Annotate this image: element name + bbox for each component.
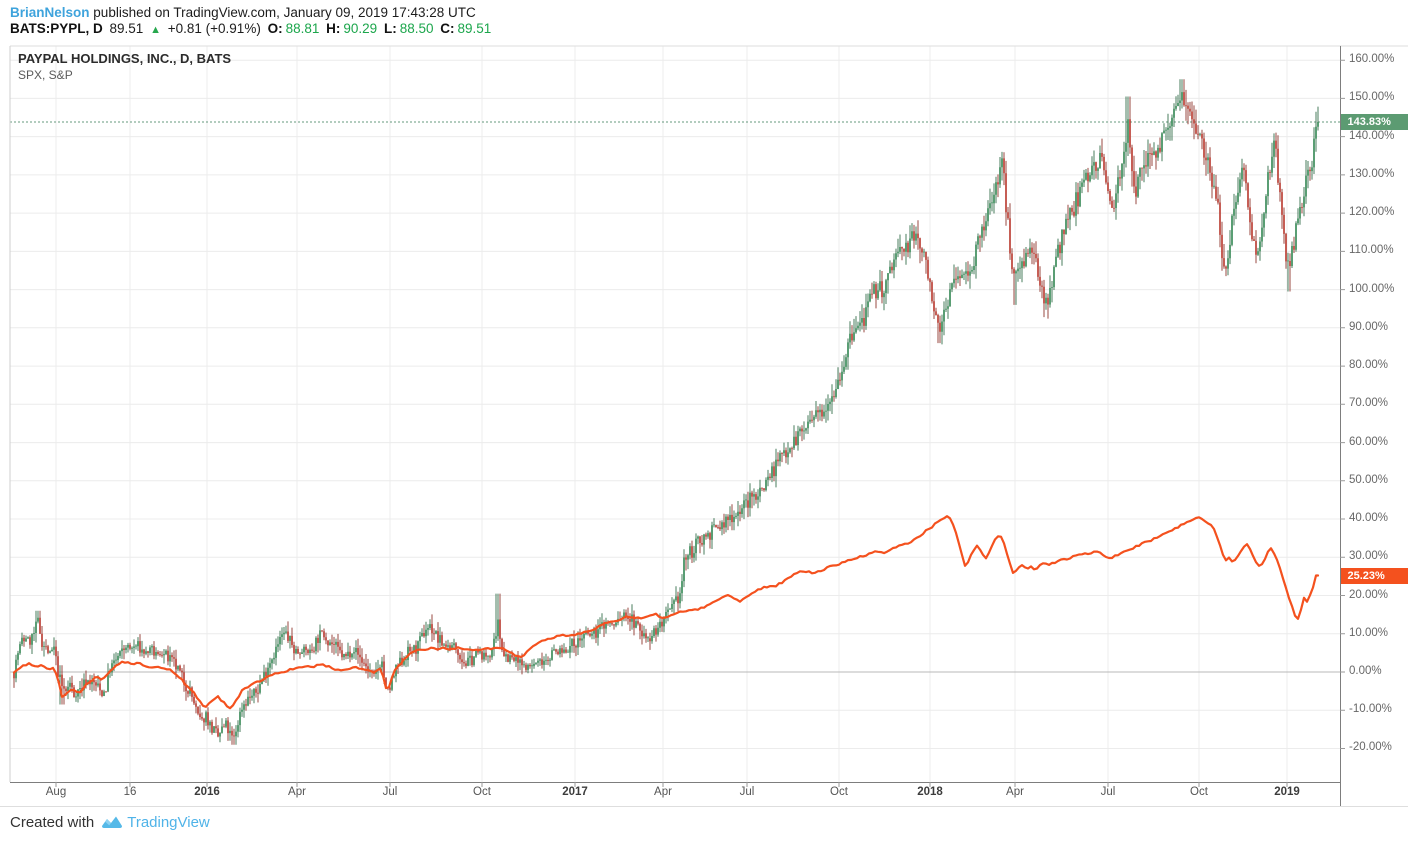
x-axis-tick-marks (55, 782, 1288, 787)
x-axis-label: Apr (654, 786, 672, 798)
main-series-title[interactable]: PAYPAL HOLDINGS, INC., D, BATS (18, 51, 232, 66)
y-axis-tick-marks (1340, 59, 1345, 749)
created-with-text: Created with (10, 814, 95, 831)
y-axis-label: 100.00% (1349, 282, 1395, 295)
x-axis-label: Apr (288, 786, 306, 798)
open-label: O: (267, 21, 283, 36)
x-axis-label: 2016 (194, 786, 220, 798)
y-axis-label: 40.00% (1349, 512, 1389, 525)
x-axis-label: 16 (123, 786, 137, 798)
x-axis-label: 2017 (562, 786, 588, 798)
x-axis-label: Jul (739, 786, 755, 798)
close-label: C: (440, 21, 455, 36)
y-axis-label: 140.00% (1349, 129, 1395, 142)
y-axis-label: -20.00% (1349, 741, 1392, 754)
x-axis-label: Oct (830, 786, 848, 798)
y-axis-label: -10.00% (1349, 703, 1392, 716)
spx-line (12, 515, 1320, 710)
x-axis-label: Oct (1190, 786, 1208, 798)
symbol-label[interactable]: BATS:PYPL, D (10, 21, 103, 36)
publish-text: published on TradingView.com, January 09… (93, 5, 476, 20)
high-value: 90.29 (343, 21, 378, 36)
y-axis-label: 0.00% (1349, 665, 1382, 677)
pypl-down-candle-wicks (13, 79, 1311, 745)
username-link[interactable]: BrianNelson (10, 5, 90, 20)
low-label: L: (383, 21, 397, 36)
x-axis-label: Apr (1006, 786, 1024, 798)
price-change: +0.81 (+0.91%) (167, 21, 261, 36)
vertical-gridlines (55, 46, 1288, 782)
symbol-ohlc-bar: BATS:PYPL, D 89.51 ▲ +0.81 (+0.91%) O: 88… (10, 21, 494, 36)
y-axis-label: 70.00% (1349, 397, 1389, 410)
compare-series-title[interactable]: SPX, S&P (18, 68, 73, 82)
y-axis-label: 10.00% (1349, 626, 1389, 639)
open-value: 88.81 (285, 21, 320, 36)
y-axis-label: 120.00% (1349, 206, 1395, 219)
close-value: 89.51 (457, 21, 492, 36)
pypl-up-candle-wicks (15, 79, 1319, 745)
tradingview-logo-icon[interactable] (101, 815, 123, 830)
y-axis-label: 30.00% (1349, 550, 1389, 563)
up-arrow-icon: ▲ (150, 24, 161, 36)
y-axis-label: 160.00% (1349, 53, 1395, 66)
y-axis-label: 90.00% (1349, 320, 1389, 333)
tradingview-link[interactable]: TradingView (127, 814, 210, 831)
last-price: 89.51 (109, 21, 144, 36)
y-axis-label: 130.00% (1349, 167, 1395, 180)
x-axis-label: Jul (1100, 786, 1116, 798)
y-axis-label: 20.00% (1349, 588, 1389, 601)
footer: Created with TradingView (10, 814, 210, 831)
x-axis-label: Oct (473, 786, 491, 798)
y-axis-label: 80.00% (1349, 359, 1389, 372)
publish-info: BrianNelson published on TradingView.com… (10, 5, 476, 20)
pypl-last-value-badge: 143.83% (1340, 113, 1408, 130)
low-value: 88.50 (399, 21, 434, 36)
pypl-up-candle-bodies (15, 92, 1319, 737)
horizontal-gridlines (10, 59, 1340, 749)
y-axis-label: 60.00% (1349, 435, 1389, 448)
x-axis-label: 2018 (917, 786, 943, 798)
spx-last-value-badge: 25.23% (1340, 567, 1408, 584)
x-axis-label: Aug (45, 786, 67, 798)
x-axis-label: Jul (382, 786, 398, 798)
x-axis-label: 2019 (1274, 786, 1300, 798)
y-axis-label: 50.00% (1349, 473, 1389, 486)
chart-legend: PAYPAL HOLDINGS, INC., D, BATS SPX, S&P (18, 50, 231, 84)
high-label: H: (326, 21, 341, 36)
y-axis-label: 110.00% (1349, 244, 1394, 257)
y-axis-label: 150.00% (1349, 91, 1395, 104)
